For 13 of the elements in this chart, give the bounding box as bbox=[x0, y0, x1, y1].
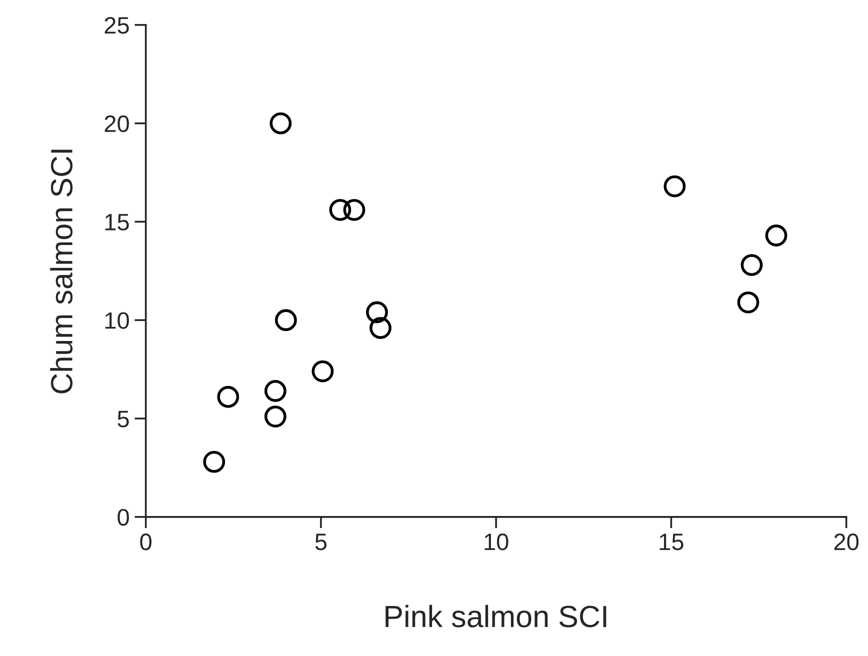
x-tick-label: 15 bbox=[660, 534, 684, 550]
x-tick-label: 10 bbox=[484, 534, 508, 550]
y-tick-label: 25 bbox=[104, 16, 129, 34]
x-axis-title: Pink salmon SCI bbox=[386, 604, 606, 628]
y-tick-label: 0 bbox=[118, 508, 129, 526]
y-tick-label: 5 bbox=[118, 410, 129, 428]
y-axis-title: Chum salmon SCI bbox=[50, 150, 73, 394]
y-tick-label: 10 bbox=[105, 312, 129, 329]
x-tick-label: 0 bbox=[140, 534, 152, 550]
x-tick-label: 5 bbox=[315, 534, 327, 550]
y-tick-label: 15 bbox=[105, 214, 129, 231]
y-tick-label: 20 bbox=[104, 115, 129, 132]
x-tick-label: 20 bbox=[834, 534, 859, 550]
